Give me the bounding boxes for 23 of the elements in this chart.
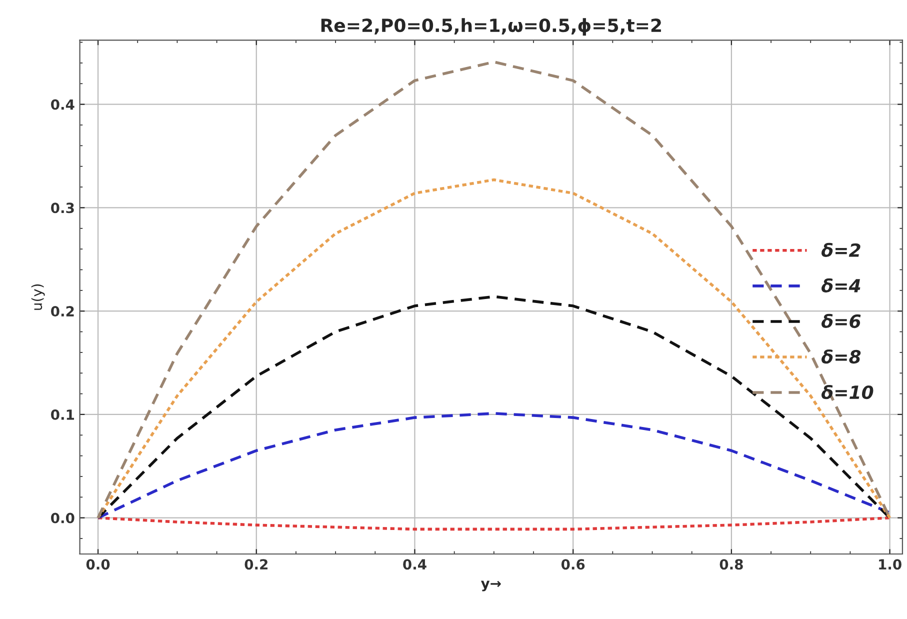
y-tick-label: 0.4 <box>51 99 74 110</box>
x-tick-label: 0.8 <box>720 559 743 570</box>
line-series <box>96 516 892 531</box>
y-tick-label: 0.3 <box>51 202 74 214</box>
line-series <box>96 178 892 520</box>
x-axis-title: y→ <box>480 580 501 592</box>
y-tick-label: 0.2 <box>51 306 74 317</box>
legend-label: δ=2 <box>821 242 860 257</box>
legend-label: δ=6 <box>821 314 861 328</box>
x-tick-label: 0.6 <box>561 559 585 570</box>
line-series <box>96 412 892 520</box>
line-series <box>96 60 892 520</box>
y-tick-label: 0.1 <box>51 409 74 420</box>
y-tick-label: 0.0 <box>51 512 74 524</box>
legend-label: δ=4 <box>821 278 860 293</box>
x-tick-label: 0.4 <box>403 559 426 570</box>
x-tick-label: 0.0 <box>86 559 110 570</box>
chart-title: Re=2,P0=0.5,h=1,ω=0.5,ϕ=5,t=2 <box>321 18 661 36</box>
legend-label: δ=8 <box>821 349 861 364</box>
y-axis-title: u(y) <box>31 284 45 310</box>
x-tick-label: 1.0 <box>879 559 902 570</box>
x-tick-label: 0.2 <box>244 559 268 570</box>
legend-label: δ=10 <box>821 384 874 400</box>
